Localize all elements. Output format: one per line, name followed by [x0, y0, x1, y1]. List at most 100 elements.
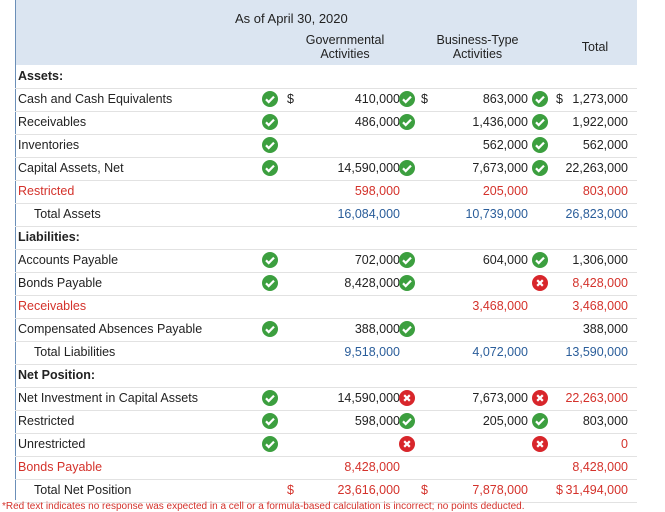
row-label: Receivables [18, 299, 87, 313]
table-row: Total Net Position $23,616,000 $7,878,000 $… [15, 479, 637, 503]
check-icon [262, 252, 278, 268]
cell-value: 4,072,000 [472, 345, 528, 359]
cell-value: 1,273,000 [572, 92, 628, 106]
error-icon [532, 275, 548, 291]
error-icon [399, 436, 415, 452]
cell-value: 13,590,000 [565, 345, 628, 359]
check-icon [262, 91, 278, 107]
row-label: Unrestricted [18, 437, 86, 451]
check-icon [262, 160, 278, 176]
cell-value: 803,000 [582, 414, 628, 428]
row-label: Compensated Absences Payable [18, 322, 203, 336]
cell-value: 0 [621, 437, 628, 451]
cell-value: 604,000 [482, 253, 528, 267]
cell-value: 8,428,000 [572, 276, 628, 290]
table-row: Bonds Payable 8,428,000 8,428,000 [15, 456, 637, 480]
check-icon [532, 114, 548, 130]
error-icon [399, 390, 415, 406]
cell-value: $ [556, 92, 563, 106]
cell-value: 598,000 [354, 184, 400, 198]
error-icon [532, 436, 548, 452]
column-header: Business-Type Activities [436, 33, 519, 61]
cell-value: 7,673,000 [472, 391, 528, 405]
check-icon [399, 160, 415, 176]
error-icon [532, 390, 548, 406]
table-row: Receivables 3,468,000 3,468,000 [15, 295, 637, 319]
cell-value: 7,878,000 [472, 483, 528, 497]
cell-value: 388,000 [582, 322, 628, 336]
row-label: Restricted [18, 184, 75, 198]
check-icon [262, 137, 278, 153]
cell-value: 22,263,000 [565, 161, 628, 175]
table-row: Compensated Absences Payable 388,000 388,0… [15, 318, 637, 342]
cell-value: 486,000 [354, 115, 400, 129]
date: As of April 30, 2020 [235, 11, 348, 26]
table-row: Net Investment in Capital Assets 14,590,0… [15, 387, 637, 411]
cell-value: 31,494,000 [565, 483, 628, 497]
check-icon [399, 275, 415, 291]
cell-value: 598,000 [354, 414, 400, 428]
row-label: Bonds Payable [18, 276, 103, 290]
check-icon [399, 413, 415, 429]
cell-value: 23,616,000 [337, 483, 400, 497]
row-label: Capital Assets, Net [18, 161, 124, 175]
cell-value: 16,084,000 [337, 207, 400, 221]
cell-value: 14,590,000 [337, 391, 400, 405]
cell-value: 1,306,000 [572, 253, 628, 267]
cell-value: 1,436,000 [472, 115, 528, 129]
table-row: Assets: [15, 65, 637, 89]
check-icon [532, 252, 548, 268]
check-icon [532, 160, 548, 176]
cell-value: $ [287, 92, 294, 106]
check-icon [399, 321, 415, 337]
row-label: Assets: [18, 69, 64, 83]
cell-value: 3,468,000 [472, 299, 528, 313]
column-header: Total [581, 40, 609, 54]
cell-value: 22,263,000 [565, 391, 628, 405]
row-label: Total Net Position [34, 483, 132, 497]
cell-value: $ [556, 483, 563, 497]
cell-value: 8,428,000 [344, 460, 400, 474]
check-icon [262, 390, 278, 406]
row-label: Restricted [18, 414, 75, 428]
row-label: Inventories [18, 138, 80, 152]
table-row: Restricted 598,000 205,000 803,000 [15, 410, 637, 434]
table-row: Restricted 598,000 205,000 803,000 [15, 180, 637, 204]
table-row: Inventories 562,000 562,000 [15, 134, 637, 158]
check-icon [262, 114, 278, 130]
check-icon [532, 91, 548, 107]
cell-value: 3,468,000 [572, 299, 628, 313]
cell-value: $ [421, 92, 428, 106]
check-icon [399, 91, 415, 107]
cell-value: 702,000 [354, 253, 400, 267]
check-icon [532, 413, 548, 429]
check-icon [399, 114, 415, 130]
row-label: Net Investment in Capital Assets [18, 391, 198, 405]
row-label: Total Liabilities [34, 345, 116, 359]
cell-value: 205,000 [482, 184, 528, 198]
check-icon [262, 275, 278, 291]
cell-value: 388,000 [354, 322, 400, 336]
table-border [15, 0, 16, 500]
row-label: Net Position: [18, 368, 96, 382]
cell-value: $ [421, 483, 428, 497]
table-row: Capital Assets, Net 14,590,000 7,673,000 22… [15, 157, 637, 181]
row-label: Accounts Payable [18, 253, 119, 267]
cell-value: 410,000 [354, 92, 400, 106]
table-row: Bonds Payable 8,428,000 8,428,000 [15, 272, 637, 296]
cell-value: 14,590,000 [337, 161, 400, 175]
table-row: Total Assets 16,084,000 10,739,000 26,823,0… [15, 203, 637, 227]
row-label: Receivables [18, 115, 87, 129]
check-icon [262, 436, 278, 452]
cell-value: 562,000 [482, 138, 528, 152]
cell-value: 1,922,000 [572, 115, 628, 129]
cell-value: 10,739,000 [465, 207, 528, 221]
table-row: Unrestricted 0 [15, 433, 637, 457]
cell-value: 8,428,000 [572, 460, 628, 474]
cell-value: 8,428,000 [344, 276, 400, 290]
cell-value: 803,000 [582, 184, 628, 198]
cell-value: 205,000 [482, 414, 528, 428]
row-label: Total Assets [34, 207, 101, 221]
cell-value: 562,000 [582, 138, 628, 152]
